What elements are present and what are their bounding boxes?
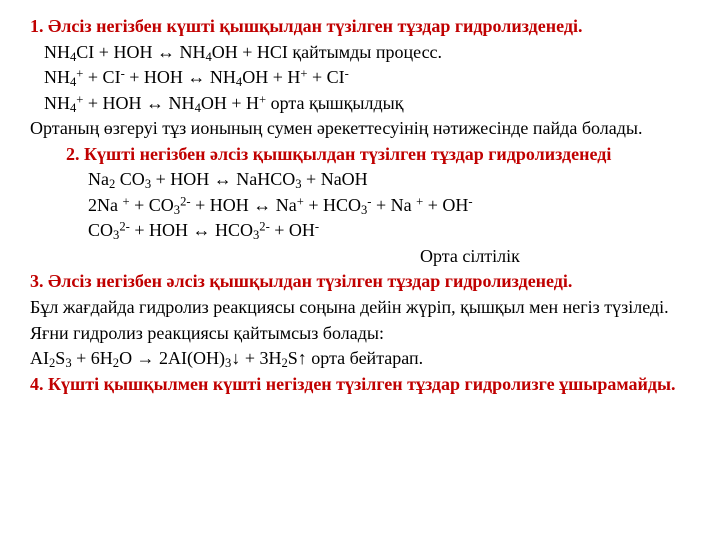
sup-minus: -	[468, 194, 472, 208]
eq3-part-a: NH	[44, 93, 70, 113]
eq5-part-f: + OH	[423, 195, 468, 215]
section-3-paragraph: Бұл жағдайда гидролиз реакциясы соңына д…	[30, 295, 690, 346]
section-1-equation-1: NH4CI + HOH ↔ NH4OH + HCI қайтымды проце…	[30, 40, 690, 66]
eq3-part-d: орта қышқылдық	[266, 93, 403, 113]
eq2-part-a: NH	[44, 67, 70, 87]
section-2-equation-2: 2Na + + CO32- + HOH ↔ Na+ + HCO3- + Na +…	[30, 193, 690, 219]
sup-plus: +	[297, 194, 304, 208]
sup-minus: -	[345, 66, 349, 80]
eq5-part-b: + CO	[130, 195, 174, 215]
sup-twominus: 2-	[180, 194, 191, 208]
eq7-part-f: S↑ орта бейтарап.	[288, 348, 423, 368]
eq4-part-d: + NaOH	[302, 169, 368, 189]
section-2-right-label: Орта сілтілік	[30, 244, 690, 270]
section-1-title: 1. Әлсіз негізбен күшті қышқылдан түзілг…	[30, 14, 690, 40]
eq2-part-c: + HOH ↔ NH	[125, 67, 236, 87]
eq6-part-a: CO	[88, 220, 113, 240]
eq2-part-e: + CI	[307, 67, 344, 87]
eq3-part-b: + HOH ↔ NH	[83, 93, 194, 113]
eq4-part-a: Na	[88, 169, 109, 189]
sup-twominus: 2-	[119, 220, 130, 234]
eq1-part-c: OH + HCI қайтымды процесс.	[212, 42, 442, 62]
section-2-title: 2. Күшті негізбен әлсіз қышқылдан түзілг…	[30, 142, 690, 168]
section-3-equation: AI2S3 + 6H2O → 2AI(OH)3↓ + 3H2S↑ орта бе…	[30, 346, 690, 372]
eq5-part-e: + Na	[371, 195, 416, 215]
section-4-title: 4. Күшті қышқылмен күшті негізден түзілг…	[30, 372, 690, 398]
sup-plus: +	[123, 194, 130, 208]
eq6-part-b: + HOH ↔ HCO	[130, 220, 253, 240]
eq5-part-a: 2Na	[88, 195, 123, 215]
eq1-part-a: NH	[44, 42, 70, 62]
section-1-footer: Ортаның өзгеруі тұз ионының сумен әрекет…	[30, 116, 690, 142]
section-2-equation-1: Na2 CO3 + HOH ↔ NaHCO3 + NaOH	[30, 167, 690, 193]
eq5-part-d: + HCO	[304, 195, 361, 215]
section-1-equation-2: NH4+ + CI- + HOH ↔ NH4OH + H+ + CI-	[30, 65, 690, 91]
document-page: 1. Әлсіз негізбен күшті қышқылдан түзілг…	[0, 0, 720, 540]
eq7-part-a: AI	[30, 348, 49, 368]
eq2-part-b: + CI	[83, 67, 120, 87]
eq1-part-b: CI + HOH ↔ NH	[76, 42, 205, 62]
eq7-part-d: O → 2AI(OH)	[119, 348, 225, 368]
eq4-part-b: CO	[115, 169, 145, 189]
eq7-part-e: ↓ + 3H	[231, 348, 281, 368]
eq6-part-c: + OH	[270, 220, 315, 240]
sup-minus: -	[315, 220, 319, 234]
section-1-equation-3: NH4+ + HOH ↔ NH4OH + H+ орта қышқылдық	[30, 91, 690, 117]
eq3-part-c: OH + H	[201, 93, 259, 113]
section-3-title: 3. Әлсіз негізбен әлсіз қышқылдан түзілг…	[30, 269, 690, 295]
eq7-part-b: S	[55, 348, 65, 368]
eq5-part-c: + HOH ↔ Na	[191, 195, 297, 215]
eq7-part-c: + 6H	[72, 348, 113, 368]
eq4-part-c: + HOH ↔ NaHCO	[151, 169, 295, 189]
section-2-equation-3: CO32- + HOH ↔ HCO32- + OH-	[30, 218, 690, 244]
eq2-part-d: OH + H	[242, 67, 300, 87]
sup-twominus: 2-	[259, 220, 270, 234]
